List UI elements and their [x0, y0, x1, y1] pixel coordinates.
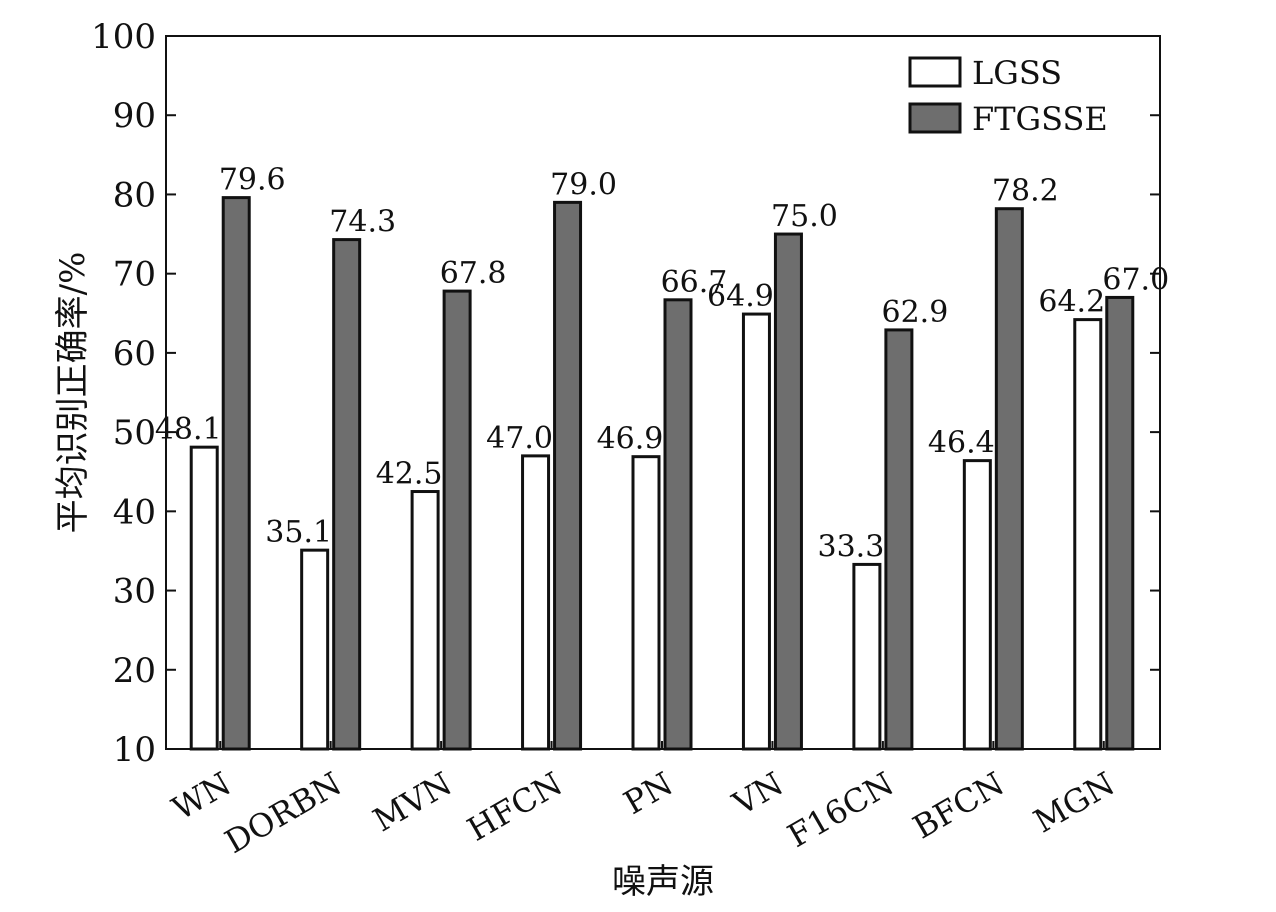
- y-tick-label: 50: [113, 413, 156, 453]
- bar-lgss-pn: [631, 455, 661, 751]
- bar-ftgsse-hfcn: [553, 200, 583, 751]
- bar-lgss-f16cn: [852, 562, 882, 751]
- bar-lgss-wn: [189, 445, 219, 751]
- data-label: 33.3: [817, 529, 884, 564]
- data-label: 66.7: [661, 265, 728, 300]
- x-tick-label: MVN: [367, 764, 459, 839]
- bar-ftgsse-mgn: [1105, 295, 1135, 751]
- y-tick-label: 70: [113, 255, 156, 295]
- data-label: 67.0: [1102, 262, 1169, 297]
- y-tick-label: 100: [91, 17, 156, 57]
- data-label: 64.9: [707, 279, 774, 314]
- bar-lgss-bfcn: [962, 459, 992, 751]
- data-label: 74.3: [329, 205, 396, 240]
- legend-label-ftgsse: FTGSSE: [972, 100, 1108, 138]
- x-axis-title: 噪声源: [612, 862, 714, 902]
- data-label: 75.0: [771, 199, 838, 234]
- bar-ftgsse-mvn: [442, 289, 472, 751]
- legend-swatch-lgss: [908, 56, 962, 88]
- data-label: 46.9: [597, 422, 664, 457]
- x-tick-label: DORBN: [218, 764, 347, 861]
- x-tick-label: MGN: [1027, 764, 1121, 840]
- y-tick-label: 20: [113, 651, 156, 691]
- y-axis-ticks: 10 20 30 40 50 60 70 80 90 100: [91, 17, 1160, 770]
- bar-ftgsse-vn: [773, 232, 803, 751]
- data-label: 78.2: [992, 174, 1059, 209]
- legend-swatch-ftgsse: [908, 102, 962, 134]
- bar-lgss-hfcn: [521, 454, 551, 751]
- y-tick-label: 10: [113, 730, 156, 770]
- value-labels: 48.1 79.6 35.1 74.3 42.5 67.8 47.0 79.0 46.9 66.7…: [155, 163, 1169, 565]
- data-label: 64.2: [1038, 285, 1105, 320]
- y-tick-label: 80: [113, 175, 156, 215]
- x-tick-label: F16CN: [781, 764, 900, 855]
- data-label: 46.4: [928, 426, 995, 461]
- data-label: 35.1: [265, 515, 332, 550]
- y-tick-label: 30: [113, 572, 156, 612]
- y-axis-title: 平均识别正确率/%: [53, 252, 93, 534]
- x-tick-label: VN: [726, 764, 790, 823]
- bar-ftgsse-dorbn: [332, 238, 362, 751]
- x-tick-label: PN: [617, 764, 679, 822]
- legend: LGSS FTGSSE: [908, 54, 1108, 138]
- bar-lgss-vn: [741, 312, 771, 751]
- bar-ftgsse-bfcn: [994, 207, 1024, 751]
- y-tick-label: 40: [113, 492, 156, 532]
- x-tick-label: BFCN: [906, 764, 1010, 846]
- bar-lgss-mvn: [410, 490, 440, 751]
- data-label: 67.8: [440, 256, 507, 291]
- bars: [189, 196, 1135, 751]
- bar-lgss-dorbn: [300, 548, 330, 751]
- x-tick-label: WN: [166, 764, 238, 827]
- data-label: 79.6: [219, 163, 286, 198]
- bar-ftgsse-wn: [221, 196, 251, 751]
- data-label: 79.0: [550, 167, 617, 202]
- bar-lgss-mgn: [1073, 318, 1103, 751]
- data-label: 47.0: [486, 421, 553, 456]
- legend-label-lgss: LGSS: [972, 54, 1062, 92]
- data-label: 48.1: [155, 412, 222, 447]
- y-tick-label: 90: [113, 96, 156, 136]
- x-tick-label: HFCN: [461, 764, 569, 848]
- data-label: 42.5: [376, 457, 443, 492]
- bar-ftgsse-pn: [663, 298, 693, 751]
- y-tick-label: 60: [113, 334, 156, 374]
- data-label: 62.9: [881, 295, 948, 330]
- bar-ftgsse-f16cn: [884, 328, 914, 751]
